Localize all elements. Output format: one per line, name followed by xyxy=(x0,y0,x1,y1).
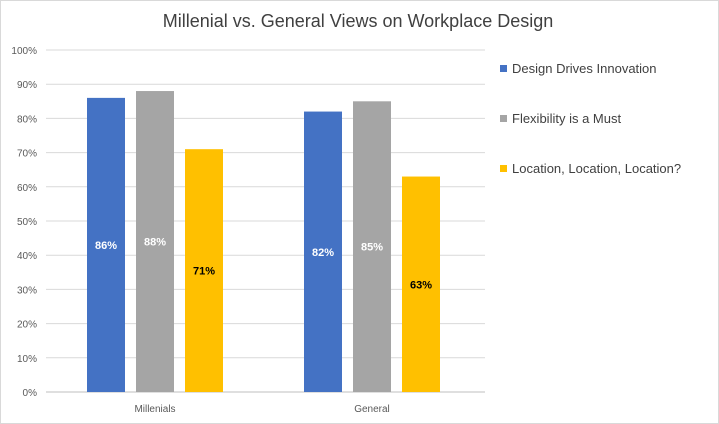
y-tick-label: 70% xyxy=(17,149,37,160)
chart-title: Millenial vs. General Views on Workplace… xyxy=(163,11,554,31)
y-tick-label: 40% xyxy=(17,251,37,262)
data-label: 85% xyxy=(361,242,383,254)
y-tick-label: 10% xyxy=(17,354,37,365)
data-label: 86% xyxy=(95,240,117,252)
bar xyxy=(136,91,174,392)
bar xyxy=(185,149,223,392)
data-label: 88% xyxy=(144,237,166,249)
data-label: 71% xyxy=(193,266,215,278)
y-tick-label: 20% xyxy=(17,320,37,331)
data-label: 82% xyxy=(312,247,334,259)
y-tick-label: 0% xyxy=(23,388,38,399)
legend-swatch xyxy=(500,115,507,122)
bars: 86% 88% 71% 82% 85% 63% xyxy=(87,91,440,393)
y-tick-label: 50% xyxy=(17,217,37,228)
y-tick-label: 30% xyxy=(17,285,37,296)
y-tick-label: 60% xyxy=(17,183,37,194)
bar xyxy=(304,111,342,392)
y-tick-label: 90% xyxy=(17,80,37,91)
legend-label: Location, Location, Location? xyxy=(512,161,681,176)
legend: Design Drives Innovation Flexibility is a… xyxy=(500,61,681,176)
bar xyxy=(402,176,440,392)
x-tick-label: General xyxy=(354,404,390,415)
legend-label: Flexibility is a Must xyxy=(512,111,621,126)
legend-swatch xyxy=(500,65,507,72)
bar xyxy=(87,97,125,392)
x-tick-label: Millenials xyxy=(134,404,175,415)
data-label: 63% xyxy=(410,279,432,291)
bar xyxy=(353,101,391,393)
y-tick-label: 80% xyxy=(17,114,37,125)
legend-swatch xyxy=(500,165,507,172)
y-axis: 0% 10% 20% 30% 40% 50% 60% 70% 80% 90% 100% xyxy=(11,46,37,399)
legend-label: Design Drives Innovation xyxy=(512,61,657,76)
x-axis: Millenials General xyxy=(134,404,389,415)
y-tick-label: 100% xyxy=(11,46,37,57)
